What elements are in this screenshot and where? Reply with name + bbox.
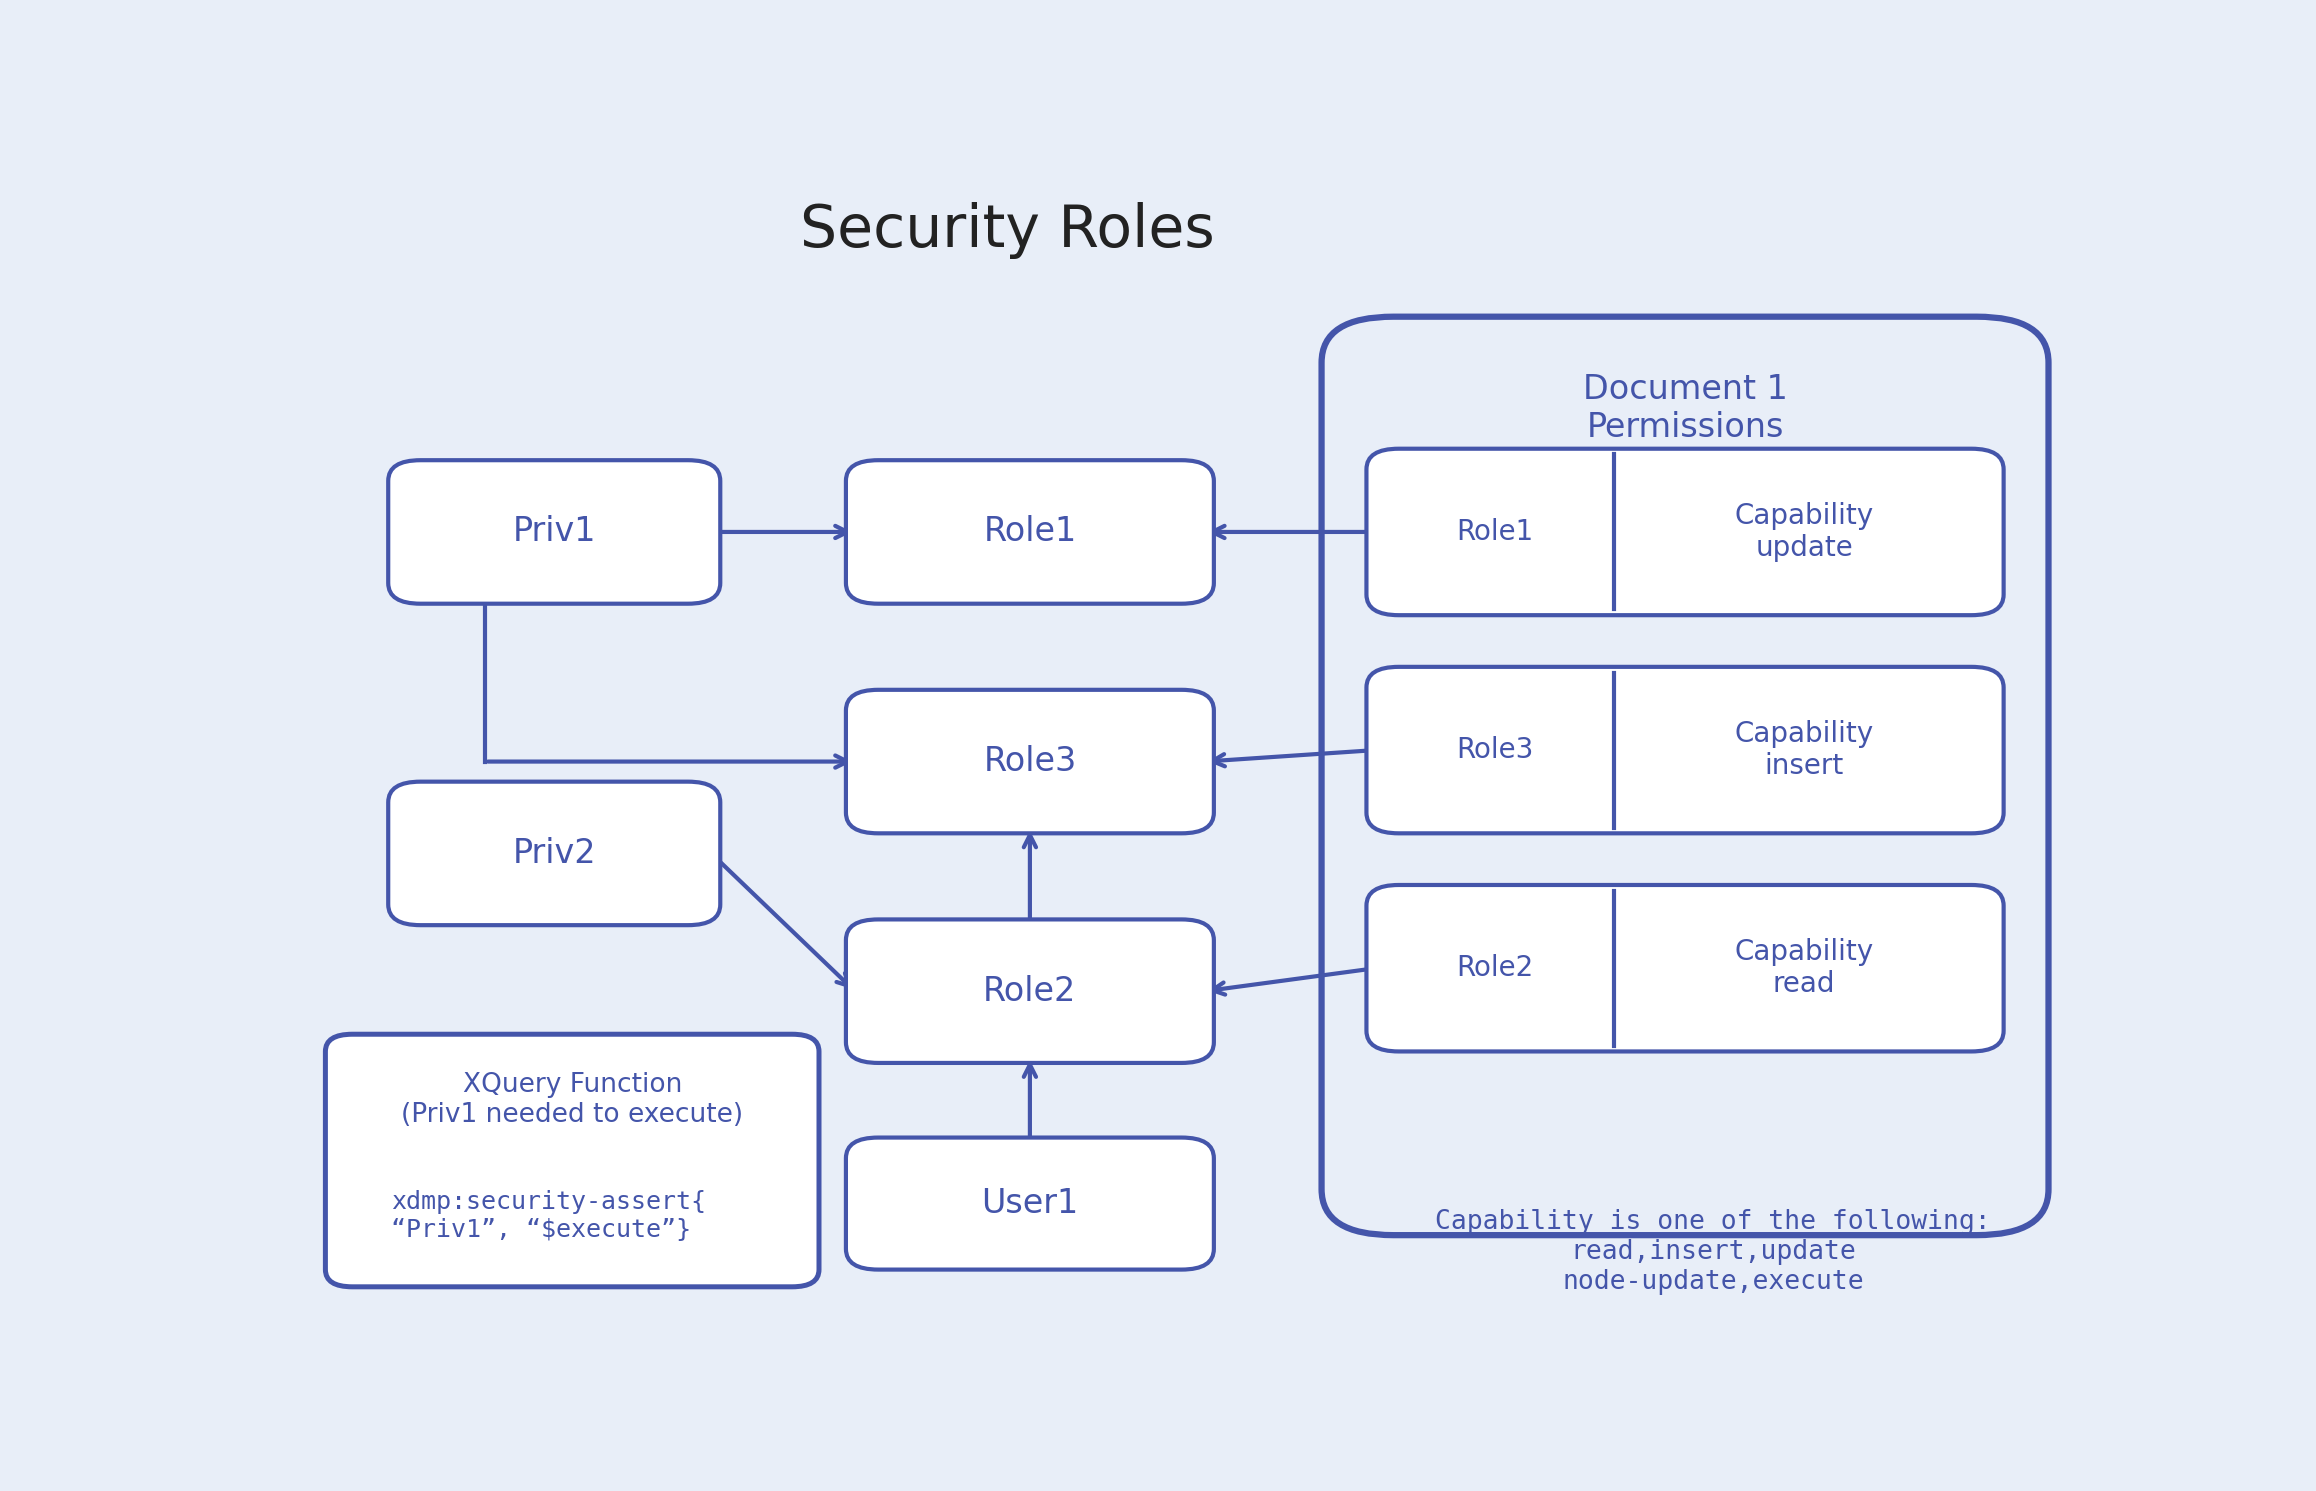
Text: Security Roles: Security Roles: [799, 203, 1216, 259]
Text: Priv1: Priv1: [512, 516, 595, 549]
Text: Role2: Role2: [984, 975, 1077, 1008]
FancyBboxPatch shape: [845, 461, 1214, 604]
FancyBboxPatch shape: [1322, 316, 2047, 1235]
FancyBboxPatch shape: [324, 1035, 820, 1287]
FancyBboxPatch shape: [845, 1138, 1214, 1270]
Text: Capability is one of the following:
read,insert,update
node-update,execute: Capability is one of the following: read…: [1436, 1209, 1992, 1296]
FancyBboxPatch shape: [1366, 666, 2003, 833]
Text: Capability
update: Capability update: [1735, 502, 1874, 562]
FancyBboxPatch shape: [1366, 449, 2003, 616]
Text: Role1: Role1: [984, 516, 1077, 549]
FancyBboxPatch shape: [389, 781, 720, 924]
Text: Priv2: Priv2: [512, 836, 595, 869]
FancyBboxPatch shape: [1366, 886, 2003, 1051]
Text: Role2: Role2: [1457, 954, 1533, 983]
FancyBboxPatch shape: [845, 920, 1214, 1063]
FancyBboxPatch shape: [845, 690, 1214, 833]
Text: Role1: Role1: [1457, 517, 1533, 546]
Text: Capability
insert: Capability insert: [1735, 720, 1874, 780]
Text: User1: User1: [982, 1187, 1079, 1220]
FancyBboxPatch shape: [389, 461, 720, 604]
Text: Role3: Role3: [1457, 737, 1533, 763]
Text: xdmp:security-assert{
“Priv1”, “$execute”}: xdmp:security-assert{ “Priv1”, “$execute…: [391, 1190, 706, 1242]
Text: Role3: Role3: [984, 746, 1077, 778]
Text: Document 1
Permissions: Document 1 Permissions: [1582, 373, 1788, 444]
Text: XQuery Function
(Priv1 needed to execute): XQuery Function (Priv1 needed to execute…: [401, 1072, 743, 1129]
Text: Capability
read: Capability read: [1735, 938, 1874, 999]
